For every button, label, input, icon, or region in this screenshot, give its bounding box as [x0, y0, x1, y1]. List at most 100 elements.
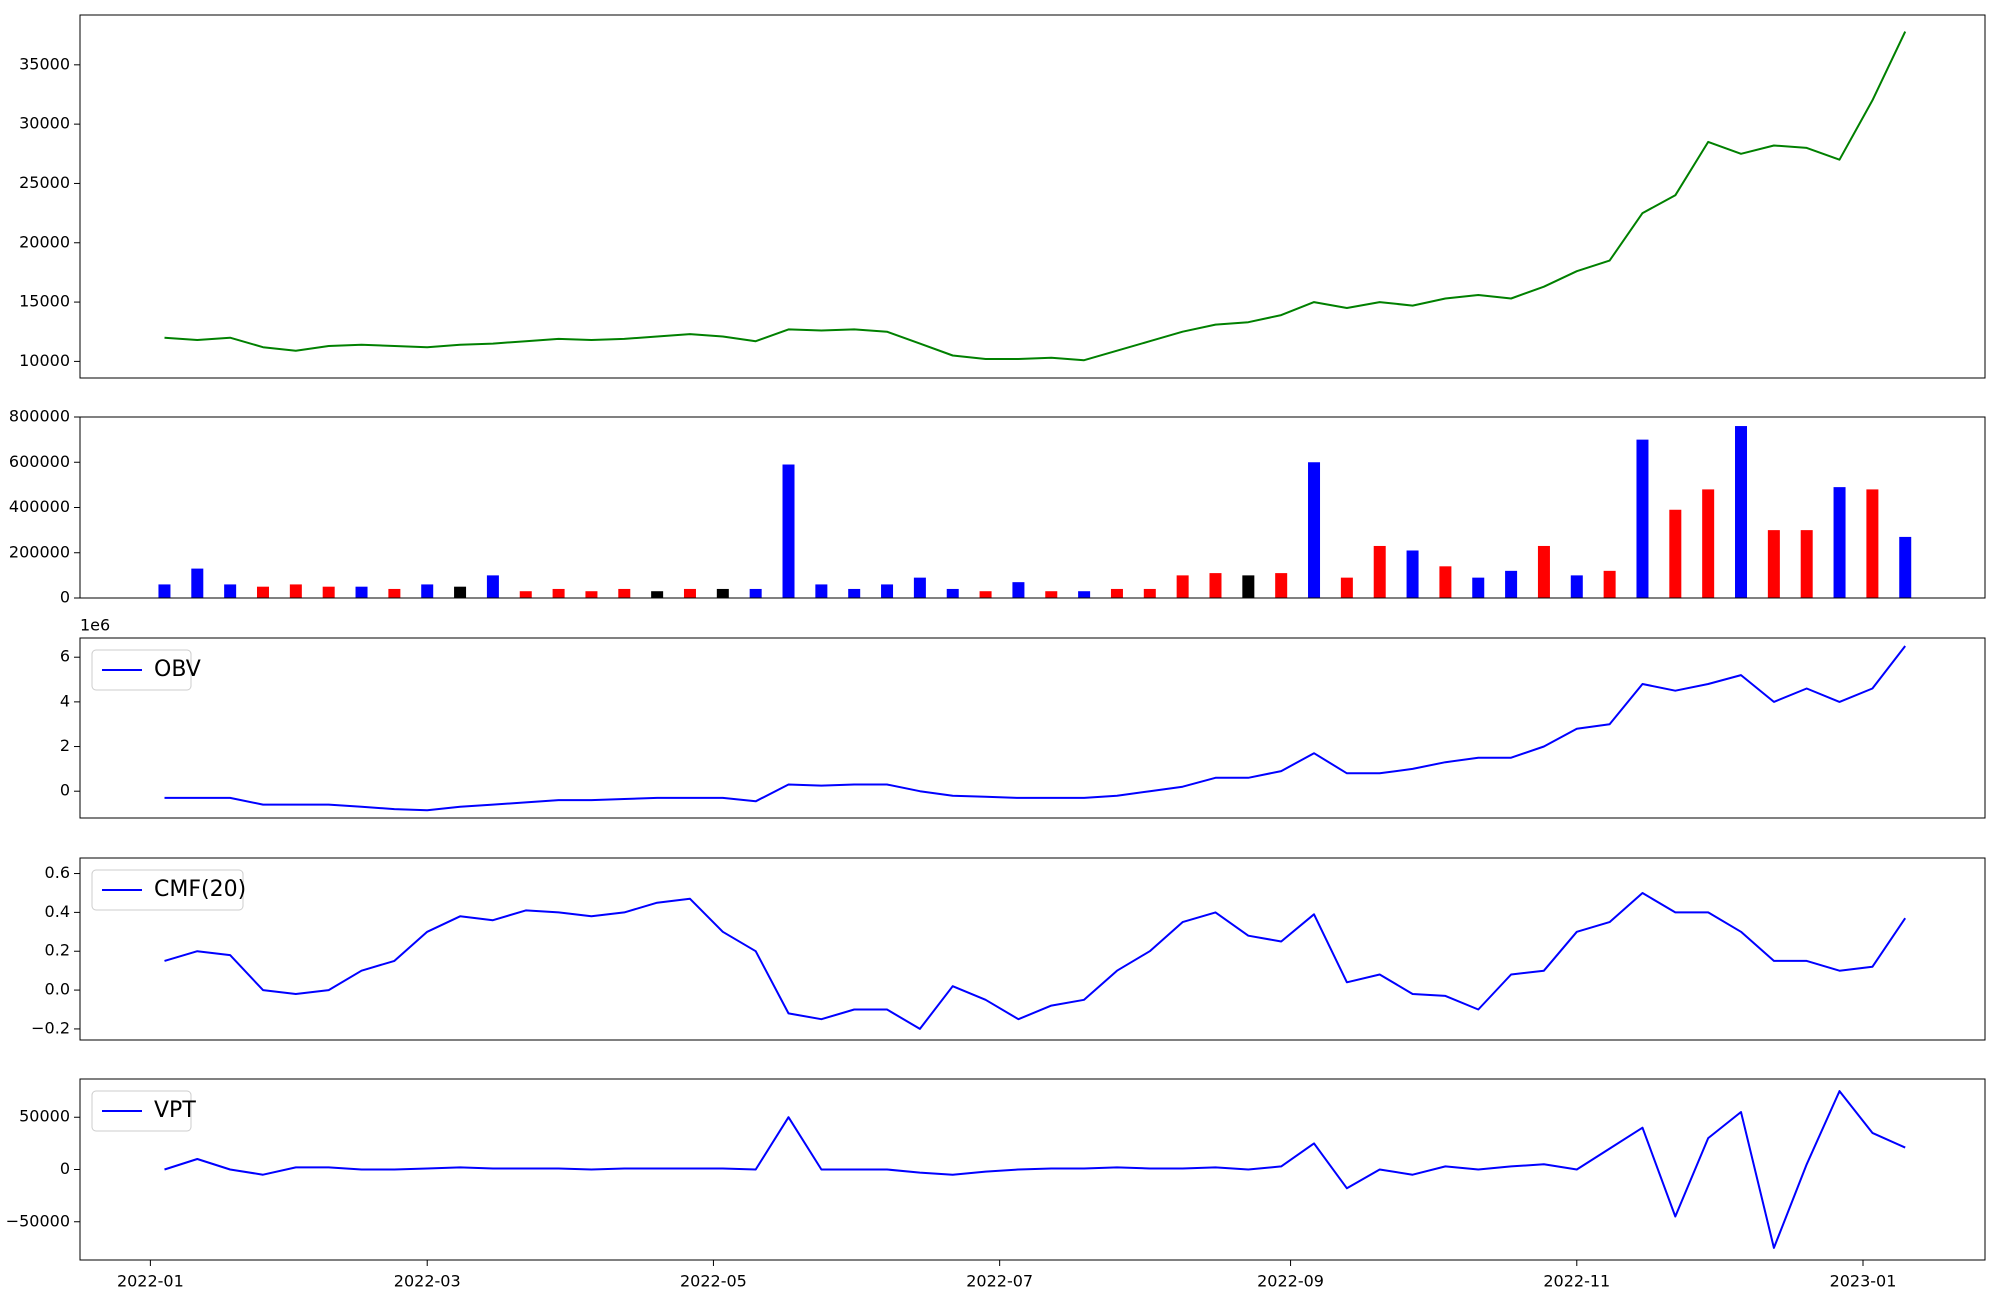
- volume-bar: [1702, 489, 1715, 598]
- volume-bar: [782, 464, 795, 598]
- volume-bar: [552, 588, 565, 598]
- axes-frame: [79, 857, 1986, 1041]
- volume-bar: [1833, 487, 1846, 598]
- x-tick-label: 2022-07: [966, 1272, 1033, 1291]
- x-tick-label: 2022-03: [394, 1272, 461, 1291]
- volume-bar: [1275, 573, 1288, 598]
- volume-bar: [651, 591, 664, 598]
- volume-bar: [683, 588, 696, 598]
- panel: 10000 15000 20000 25000 30000 35000: [19, 14, 1986, 379]
- volume-bar: [191, 568, 204, 598]
- volume-bar: [913, 577, 926, 598]
- volume-bar: [618, 588, 631, 598]
- volume-bar: [848, 588, 861, 598]
- line-series: [164, 31, 1907, 362]
- y-tick-label: 0: [60, 1159, 70, 1178]
- y-tick-label: 6: [60, 647, 70, 666]
- volume-bar: [1735, 426, 1748, 598]
- offset-label: 1e6: [80, 616, 110, 635]
- volume-bar: [256, 586, 269, 598]
- volume-bar: [224, 584, 237, 598]
- y-tick-label: 800000: [9, 407, 70, 426]
- axes-frame: [79, 416, 1986, 599]
- panel: −0.2 0.0 0.2 0.4 0.6 CMF(20): [31, 857, 1986, 1041]
- x-tick-label: 2022-11: [1543, 1272, 1610, 1291]
- y-tick-label: 0.4: [45, 902, 70, 921]
- volume-bar: [1505, 570, 1518, 598]
- volume-bar: [1209, 573, 1222, 598]
- volume-bar: [1570, 575, 1583, 598]
- volume-bar: [1373, 545, 1386, 598]
- y-tick-label: 200000: [9, 542, 70, 561]
- volume-bar: [355, 586, 368, 598]
- y-tick-label: 30000: [19, 114, 70, 133]
- volume-bar: [881, 584, 894, 598]
- x-tick-label: 2022-05: [680, 1272, 747, 1291]
- panel: 0 2 4 6 1e6 OBV: [60, 616, 1986, 819]
- y-tick-label: 0.6: [45, 863, 70, 882]
- legend-label: OBV: [154, 657, 201, 682]
- panel: −50000 0 50000 2022-01 2022-03 2022-05 2022-07…: [6, 1078, 1986, 1291]
- y-tick-label: 2: [60, 736, 70, 755]
- volume-bar: [1866, 489, 1879, 598]
- volume-bar: [1045, 591, 1058, 598]
- volume-bar: [289, 584, 302, 598]
- volume-bar: [1340, 577, 1353, 598]
- x-tick-label: 2023-01: [1830, 1272, 1897, 1291]
- volume-bar: [716, 588, 729, 598]
- volume-bar: [1012, 582, 1025, 598]
- x-tick-label: 2022-09: [1257, 1272, 1324, 1291]
- axes-frame: [79, 1078, 1986, 1261]
- volume-bar: [1078, 591, 1091, 598]
- volume-bar: [1406, 550, 1419, 598]
- volume-bar: [1603, 570, 1616, 598]
- volume-bar: [486, 575, 499, 598]
- volume-bar: [454, 586, 467, 598]
- axes-frame: [79, 14, 1986, 379]
- volume-bar: [1472, 577, 1485, 598]
- volume-bar: [815, 584, 828, 598]
- volume-bar: [1669, 509, 1682, 598]
- volume-bar: [1176, 575, 1189, 598]
- volume-bar: [1110, 588, 1123, 598]
- volume-bar: [388, 588, 401, 598]
- y-tick-label: 0.2: [45, 941, 70, 960]
- y-tick-label: −0.2: [31, 1018, 70, 1037]
- volume-bar: [1439, 566, 1452, 598]
- y-tick-label: 4: [60, 691, 70, 710]
- panel: 0 200000 400000 600000 800000: [9, 407, 1986, 607]
- volume-bar: [946, 588, 959, 598]
- volume-bar: [1767, 530, 1780, 598]
- y-tick-label: 0.0: [45, 980, 70, 999]
- legend-label: VPT: [154, 1098, 196, 1123]
- volume-bar: [421, 584, 434, 598]
- y-tick-label: 600000: [9, 452, 70, 471]
- volume-bar: [585, 591, 598, 598]
- volume-bar: [1636, 439, 1649, 598]
- volume-bar: [1242, 575, 1255, 598]
- y-tick-label: 0: [60, 588, 70, 607]
- volume-bar: [1308, 462, 1321, 598]
- volume-bar: [1800, 530, 1813, 598]
- volume-bar: [1899, 536, 1912, 598]
- y-tick-label: 20000: [19, 232, 70, 251]
- line-series: [164, 1090, 1906, 1249]
- y-tick-label: 25000: [19, 173, 70, 192]
- y-tick-label: −50000: [6, 1211, 70, 1230]
- volume-bar: [979, 591, 992, 598]
- volume-bar: [158, 584, 171, 598]
- y-tick-label: 0: [60, 781, 70, 800]
- line-series: [164, 892, 1907, 1030]
- y-tick-label: 10000: [19, 351, 70, 370]
- volume-bar: [1537, 545, 1550, 598]
- x-tick-label: 2022-01: [117, 1272, 184, 1291]
- y-tick-label: 400000: [9, 497, 70, 516]
- legend-label: CMF(20): [154, 877, 246, 902]
- volume-bar: [1143, 588, 1156, 598]
- line-series: [164, 645, 1906, 812]
- volume-bar: [519, 591, 532, 598]
- legend-box: [91, 869, 244, 911]
- y-tick-label: 15000: [19, 292, 70, 311]
